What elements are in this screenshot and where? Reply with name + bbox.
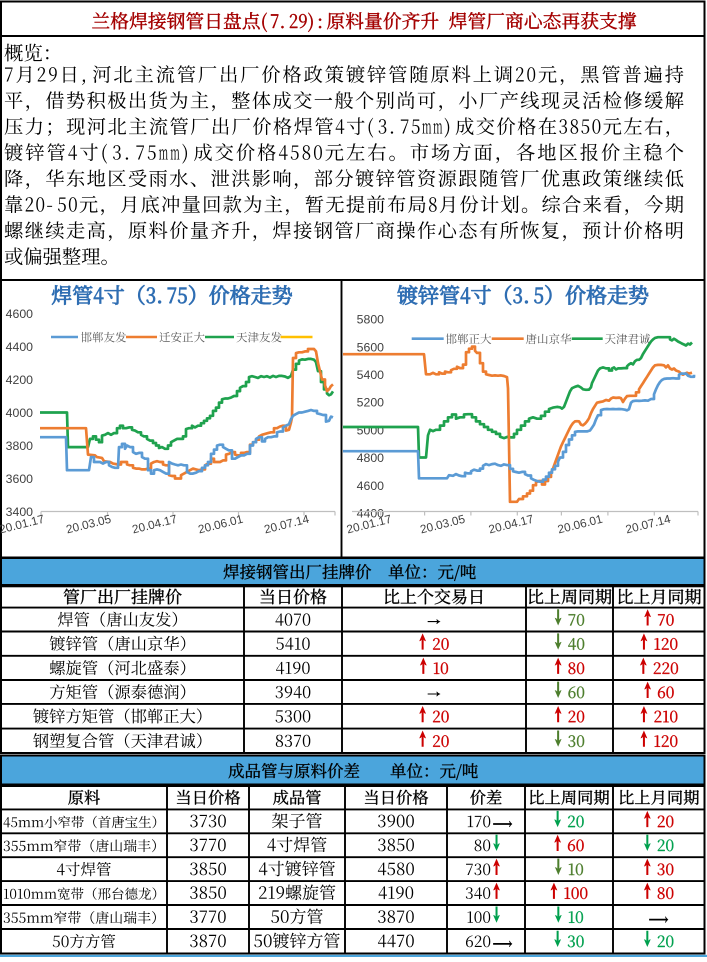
svg-text:4600: 4600 — [357, 479, 385, 493]
svg-text:4800: 4800 — [357, 451, 385, 465]
svg-text:4600: 4600 — [6, 307, 34, 321]
svg-text:4400: 4400 — [357, 507, 385, 521]
svg-text:3800: 3800 — [6, 439, 34, 453]
svg-text:3400: 3400 — [6, 505, 34, 519]
svg-text:4000: 4000 — [6, 406, 34, 420]
svg-text:5600: 5600 — [357, 340, 385, 354]
svg-text:3600: 3600 — [6, 472, 34, 486]
svg-text:5400: 5400 — [357, 368, 385, 382]
svg-text:5200: 5200 — [357, 396, 385, 410]
svg-text:5800: 5800 — [357, 313, 385, 327]
svg-text:4400: 4400 — [6, 340, 34, 354]
svg-text:4200: 4200 — [6, 373, 34, 387]
svg-text:5000: 5000 — [357, 423, 385, 437]
